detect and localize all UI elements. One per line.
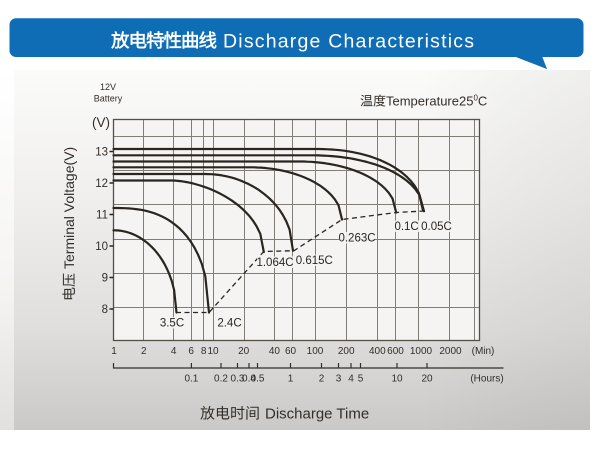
- svg-text:0.615C: 0.615C: [296, 255, 333, 267]
- svg-text:2000: 2000: [439, 346, 462, 357]
- svg-text:(V): (V): [92, 115, 110, 130]
- svg-text:(Min): (Min): [472, 346, 495, 357]
- svg-text:20: 20: [421, 374, 433, 385]
- svg-text:(Hours): (Hours): [470, 374, 503, 385]
- svg-text:400: 400: [369, 346, 386, 357]
- svg-text:Battery: Battery: [94, 94, 123, 104]
- svg-text:100: 100: [307, 346, 324, 357]
- svg-text:0.263C: 0.263C: [338, 233, 375, 245]
- svg-text:0.3: 0.3: [231, 374, 245, 385]
- svg-text:1: 1: [288, 374, 294, 385]
- svg-text:2: 2: [319, 374, 325, 385]
- svg-text:Terminal Voltage(V): Terminal Voltage(V): [61, 147, 77, 269]
- svg-text:0.4: 0.4: [242, 374, 256, 385]
- svg-text:Temperature250C: Temperature250C: [386, 94, 487, 109]
- svg-text:1.064C: 1.064C: [256, 257, 293, 269]
- svg-text:0.1: 0.1: [184, 374, 198, 385]
- svg-text:5: 5: [358, 374, 364, 385]
- svg-text:2: 2: [141, 346, 147, 357]
- svg-text:Discharge Time: Discharge Time: [265, 406, 369, 423]
- svg-text:10: 10: [95, 241, 108, 253]
- svg-text:20: 20: [238, 346, 250, 357]
- svg-text:6: 6: [188, 346, 194, 357]
- svg-text:3.5C: 3.5C: [160, 318, 184, 330]
- svg-text:9: 9: [102, 273, 108, 285]
- svg-text:8: 8: [102, 304, 108, 316]
- svg-text:0.2: 0.2: [214, 374, 228, 385]
- svg-text:40: 40: [269, 346, 281, 357]
- svg-text:13: 13: [95, 147, 108, 159]
- svg-text:3: 3: [336, 374, 342, 385]
- svg-text:4: 4: [171, 346, 177, 357]
- svg-text:12V: 12V: [100, 82, 116, 92]
- svg-text:2.4C: 2.4C: [217, 318, 241, 330]
- svg-text:10: 10: [391, 374, 403, 385]
- svg-text:Discharge Characteristics: Discharge Characteristics: [223, 31, 475, 53]
- svg-text:12: 12: [95, 178, 108, 190]
- svg-text:4: 4: [348, 374, 354, 385]
- svg-text:1: 1: [111, 346, 117, 357]
- svg-text:0.05C: 0.05C: [421, 221, 452, 233]
- svg-text:8: 8: [201, 346, 207, 357]
- svg-text:0.5: 0.5: [251, 374, 265, 385]
- svg-text:600: 600: [387, 346, 404, 357]
- svg-text:60: 60: [285, 346, 297, 357]
- svg-text:200: 200: [338, 346, 355, 357]
- svg-text:0.1C: 0.1C: [394, 221, 418, 233]
- svg-text:10: 10: [207, 346, 219, 357]
- svg-text:11: 11: [96, 210, 108, 222]
- svg-text:1000: 1000: [410, 346, 433, 357]
